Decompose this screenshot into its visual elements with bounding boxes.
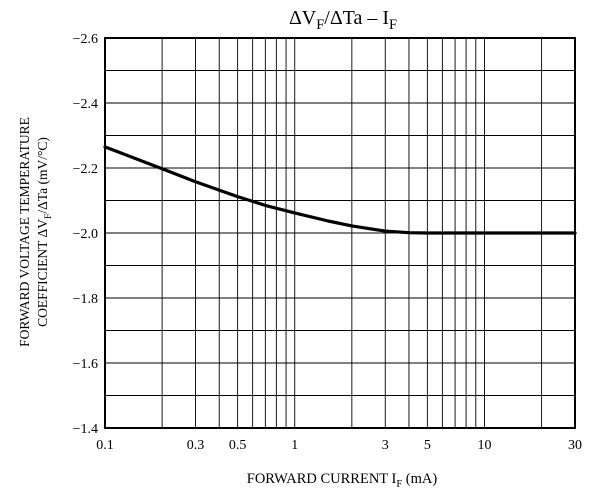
y-tick-label: −2.6 (73, 32, 98, 47)
plot-frame (104, 37, 576, 429)
y-tick-label: −2.0 (73, 227, 98, 242)
x-tick-label: 0.5 (229, 438, 247, 453)
x-tick-label: 5 (424, 438, 431, 453)
y-axis-label-line2: COEFFICIENT ΔVF/ΔTa (mV/°C) (35, 137, 54, 327)
series-line (103, 145, 577, 235)
x-tick-labels: 0.1 0.3 0.5 1 3 5 10 30 (96, 438, 582, 453)
x-tick-label: 0.3 (187, 438, 205, 453)
x-tick-label: 1 (291, 438, 298, 453)
y-tick-label: −2.4 (73, 97, 98, 112)
x-axis-label: FORWARD CURRENT IF (mA) (247, 471, 438, 490)
y-tick-labels: −2.6 −2.4 −2.2 −2.0 −1.8 −1.6 −1.4 (73, 32, 98, 437)
y-tick-label: −2.2 (73, 162, 98, 177)
x-tick-label: 30 (568, 438, 582, 453)
x-tick-label: 0.1 (96, 438, 114, 453)
x-tick-label: 10 (477, 438, 491, 453)
y-axis-label-line1: FORWARD VOLTAGE TEMPERATURE (17, 117, 32, 347)
x-tick-label: 3 (382, 438, 389, 453)
y-tick-label: −1.4 (73, 422, 98, 437)
y-tick-label: −1.6 (73, 357, 98, 372)
y-tick-label: −1.8 (73, 292, 98, 307)
chart-title: ΔVF/ΔTa – IF (289, 7, 397, 33)
